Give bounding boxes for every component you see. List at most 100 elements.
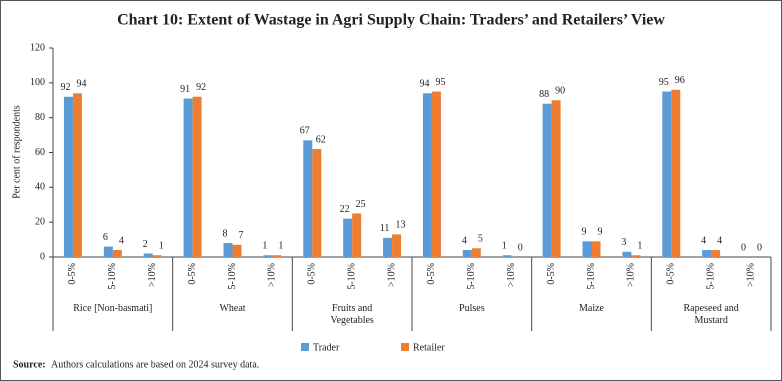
y-axis-label: Per cent of respondents <box>11 105 22 199</box>
bar <box>103 246 113 257</box>
value-label: 4 <box>717 235 722 246</box>
value-label: 4 <box>462 235 467 246</box>
bar <box>303 140 313 257</box>
x-tick-label: 0-5% <box>426 263 437 285</box>
bar <box>183 98 193 257</box>
bar <box>263 255 273 257</box>
value-label: 92 <box>196 82 206 93</box>
bar <box>192 96 202 258</box>
value-label: 1 <box>159 241 164 252</box>
x-tick-label: 5-10% <box>346 263 357 290</box>
value-label: 4 <box>119 235 124 246</box>
source-label: Source: <box>13 359 46 370</box>
bar <box>431 91 441 258</box>
value-label: 6 <box>103 232 108 243</box>
value-label: 9 <box>598 227 603 238</box>
x-tick-label: 5-10% <box>107 263 118 290</box>
value-label: 62 <box>316 134 326 145</box>
value-label: 0 <box>741 242 746 253</box>
bar <box>343 218 353 257</box>
y-tick-label: 0 <box>40 251 45 262</box>
bar <box>551 100 561 257</box>
group-label: Rice [Non-basmati] <box>73 303 153 314</box>
x-tick-label: >10% <box>147 263 158 287</box>
chart-title: Chart 10: Extent of Wastage in Agri Supp… <box>117 12 665 29</box>
bar <box>462 250 472 257</box>
y-tick-label: 120 <box>30 42 45 53</box>
source: Authors calculations are based on 2024 s… <box>51 359 259 370</box>
x-tick-label: 0-5% <box>187 263 198 285</box>
value-label: 1 <box>502 241 507 252</box>
value-label: 0 <box>518 242 523 253</box>
bar <box>671 89 681 257</box>
bar <box>422 93 432 258</box>
bar <box>622 251 632 257</box>
value-label: 95 <box>659 77 669 88</box>
value-label: 8 <box>223 228 228 239</box>
value-label: 96 <box>675 75 685 86</box>
x-tick-label: >10% <box>745 263 756 287</box>
bar <box>112 250 122 257</box>
value-label: 1 <box>278 241 283 252</box>
x-tick-label: >10% <box>626 263 637 287</box>
bar <box>272 255 282 257</box>
value-label: 25 <box>356 199 366 210</box>
bar <box>591 241 601 257</box>
group-label: Pulses <box>459 303 485 314</box>
value-label: 4 <box>701 235 706 246</box>
x-tick-label: 0-5% <box>666 263 677 285</box>
y-tick-label: 40 <box>35 182 45 193</box>
value-label: 5 <box>478 234 483 245</box>
value-label: 13 <box>396 220 406 231</box>
x-tick-label: 5-10% <box>586 263 597 290</box>
legend-swatch <box>301 343 309 351</box>
value-label: 22 <box>340 204 350 215</box>
value-label: 94 <box>76 79 86 90</box>
bar <box>72 93 82 258</box>
bar <box>502 255 512 257</box>
bar <box>152 255 162 257</box>
value-label: 92 <box>60 82 70 93</box>
x-tick-label: >10% <box>386 263 397 287</box>
bar <box>582 241 592 257</box>
value-label: 1 <box>637 241 642 252</box>
legend-label: Trader <box>313 342 340 353</box>
bar <box>352 213 362 257</box>
x-tick-label: 5-10% <box>227 263 238 290</box>
bar <box>662 91 672 258</box>
bar <box>711 250 721 257</box>
x-tick-label: 0-5% <box>546 263 557 285</box>
value-label: 88 <box>539 89 549 100</box>
bar <box>471 248 481 257</box>
bar <box>631 255 641 257</box>
bar <box>383 237 393 257</box>
x-tick-label: 5-10% <box>705 263 716 290</box>
value-label: 1 <box>262 241 267 252</box>
bar <box>312 149 322 257</box>
x-tick-label: 5-10% <box>466 263 477 290</box>
group-label: Fruits and Vegetables <box>330 303 374 326</box>
bar <box>63 96 73 258</box>
value-label: 0 <box>757 242 762 253</box>
value-label: 9 <box>582 227 587 238</box>
bar <box>542 103 552 257</box>
value-label: 2 <box>143 239 148 250</box>
bar <box>143 253 153 257</box>
x-tick-label: >10% <box>506 263 517 287</box>
x-tick-label: 0-5% <box>307 263 318 285</box>
legend-swatch <box>401 343 409 351</box>
group-label: Rapeseed and Mustard <box>683 303 739 326</box>
value-label: 67 <box>300 126 310 137</box>
x-tick-label: 0-5% <box>67 263 78 285</box>
value-label: 91 <box>180 84 190 95</box>
y-tick-label: 100 <box>30 77 45 88</box>
bar <box>232 244 242 257</box>
bar <box>702 250 712 257</box>
value-label: 11 <box>380 223 390 234</box>
value-label: 95 <box>435 77 445 88</box>
group-label: Wheat <box>219 303 246 314</box>
value-label: 90 <box>555 86 565 97</box>
value-label: 94 <box>419 79 429 90</box>
